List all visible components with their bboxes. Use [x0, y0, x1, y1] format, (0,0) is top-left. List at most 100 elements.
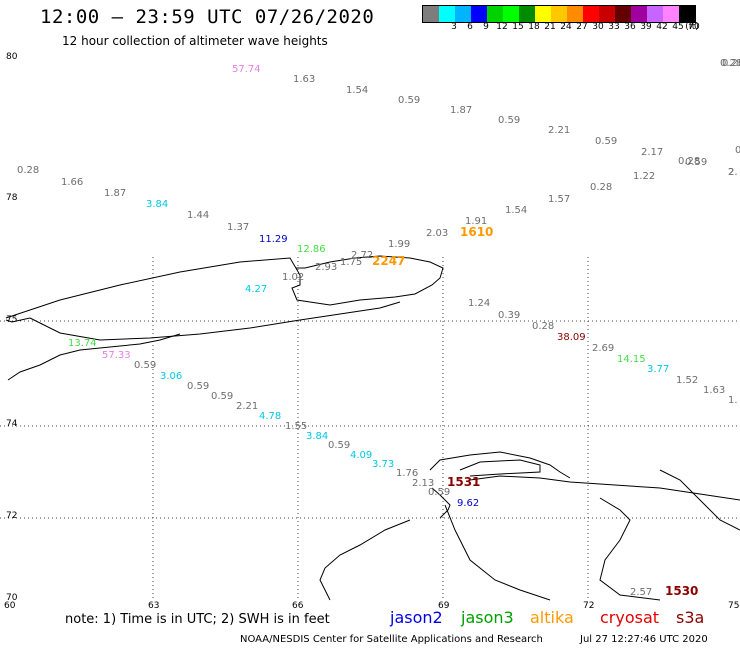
color-legend: [422, 5, 696, 23]
lat-lon-grid: [0, 257, 740, 600]
wave-height-label: 0.28: [722, 58, 740, 69]
legend-label: 12: [496, 22, 508, 32]
wave-height-label: 1.63: [703, 385, 725, 396]
wave-height-label: 2.: [728, 167, 738, 178]
wave-height-label: 14.15: [617, 354, 646, 365]
legend-swatch: [535, 6, 551, 22]
wave-height-label: 13.74: [68, 338, 97, 349]
legend-label: 30: [592, 22, 604, 32]
wave-height-label: 1.52: [676, 375, 698, 386]
wave-height-label: 0.59: [211, 391, 233, 402]
wave-height-label: 1530: [665, 584, 698, 598]
legend-swatch: [439, 6, 455, 22]
wave-height-label: 2.72: [351, 250, 373, 261]
latitude-label: 72: [6, 511, 17, 521]
wave-height-label: 0.59: [328, 440, 350, 451]
wave-height-label: 38.09: [557, 332, 586, 343]
legend-unit: (ft): [685, 22, 699, 32]
legend-label: 15: [512, 22, 524, 32]
latitude-label: 70: [6, 593, 18, 603]
coastline-segment: [469, 475, 740, 501]
map-title: 12:00 – 23:59 UTC 07/26/2020: [40, 6, 375, 28]
wave-height-label: 1.24: [468, 298, 490, 309]
satellite-cryosat: cryosat: [600, 608, 660, 627]
legend-label: 9: [483, 22, 489, 32]
wave-height-label: 1.87: [104, 188, 126, 199]
wave-height-label: 1.99: [388, 239, 410, 250]
legend-swatch: [647, 6, 663, 22]
longitude-labels: 60 63 66 69 72 75: [4, 601, 739, 611]
legend-label: 6: [467, 22, 473, 32]
wave-height-label: 1.57: [548, 194, 570, 205]
wave-height-label: 1.: [728, 395, 738, 406]
latitude-label: 80: [6, 52, 18, 62]
satellite-altika: altika: [530, 608, 574, 627]
coastline-segment: [5, 255, 444, 319]
wave-height-label: 2.03: [426, 228, 448, 239]
wave-height-label: 4.78: [259, 411, 281, 422]
legend-swatch: [503, 6, 519, 22]
legend-label: 24: [560, 22, 572, 32]
legend-swatch: [487, 6, 503, 22]
coastline-segment: [659, 469, 740, 531]
legend-label: 3: [451, 22, 457, 32]
legend-swatch: [679, 6, 695, 22]
wave-height-label: 1.22: [633, 171, 655, 182]
longitude-label: 69: [438, 601, 450, 611]
latitude-label: 78: [6, 193, 18, 203]
wave-height-label: 1.87: [450, 105, 472, 116]
wave-height-label: 3.84: [306, 431, 328, 442]
coastline-segment: [29, 301, 401, 341]
legend-swatch: [567, 6, 583, 22]
wave-height-label: 2.93: [315, 262, 337, 273]
legend-label: 36: [624, 22, 636, 32]
wave-height-label: 1.76: [396, 468, 418, 479]
timestamp-text: Jul 27 12:27:46 UTC 2020: [580, 634, 708, 645]
wave-height-label: 3.73: [372, 459, 394, 470]
legend-swatch: [631, 6, 647, 22]
longitude-label: 75: [728, 601, 739, 611]
wave-height-label: 1.91: [465, 216, 487, 227]
wave-height-label: 0.28: [678, 156, 700, 167]
latitude-label: 74: [6, 419, 18, 429]
wave-height-label: 0: [735, 145, 740, 156]
legend-label: 45: [672, 22, 684, 32]
wave-height-label: 0.39: [498, 310, 520, 321]
wave-height-label: 2.: [728, 167, 738, 178]
wave-height-label: 1610: [460, 225, 493, 239]
coastline-segment: [459, 459, 541, 477]
wave-height-label: 1.66: [61, 177, 83, 188]
legend-label: 33: [608, 22, 620, 32]
coastline-segment: [431, 487, 451, 519]
wave-height-label: 1531: [447, 475, 480, 489]
wave-height-label: 1.54: [505, 205, 527, 216]
wave-height-label: 0.59: [685, 157, 707, 168]
wave-height-label: 2247: [372, 254, 405, 268]
wave-height-label: 11.29: [259, 234, 288, 245]
satellite-jason3: jason3: [461, 608, 514, 627]
legend-swatch: [471, 6, 487, 22]
legend-label: 27: [576, 22, 588, 32]
footer-note: note: 1) Time is in UTC; 2) SWH is in fe…: [65, 612, 330, 627]
wave-height-label: 2.17: [641, 147, 663, 158]
wave-height-label: 1.63: [293, 74, 315, 85]
legend-swatch: [663, 6, 679, 22]
wave-height-label: 0.28: [720, 58, 740, 69]
wave-height-label: 0.59: [595, 136, 617, 147]
legend-label: 42: [656, 22, 668, 32]
coastline: [5, 255, 740, 601]
wave-height-label: 2.21: [548, 125, 570, 136]
legend-swatch: [615, 6, 631, 22]
legend-label: 21: [544, 22, 556, 32]
wave-height-label: 57.33: [102, 350, 131, 361]
satellite-s3a: s3a: [676, 608, 705, 627]
legend-label: 70: [688, 22, 700, 32]
legend-swatch: [455, 6, 471, 22]
legend-swatch: [519, 6, 535, 22]
map-subtitle: 12 hour collection of altimeter wave hei…: [62, 34, 328, 48]
wave-height-label: 4.09: [350, 450, 372, 461]
wave-height-label: 1.55: [285, 421, 307, 432]
coastline-segment: [5, 317, 31, 323]
wave-height-label: 3.06: [160, 371, 182, 382]
wave-height-label: 0.28: [590, 182, 612, 193]
